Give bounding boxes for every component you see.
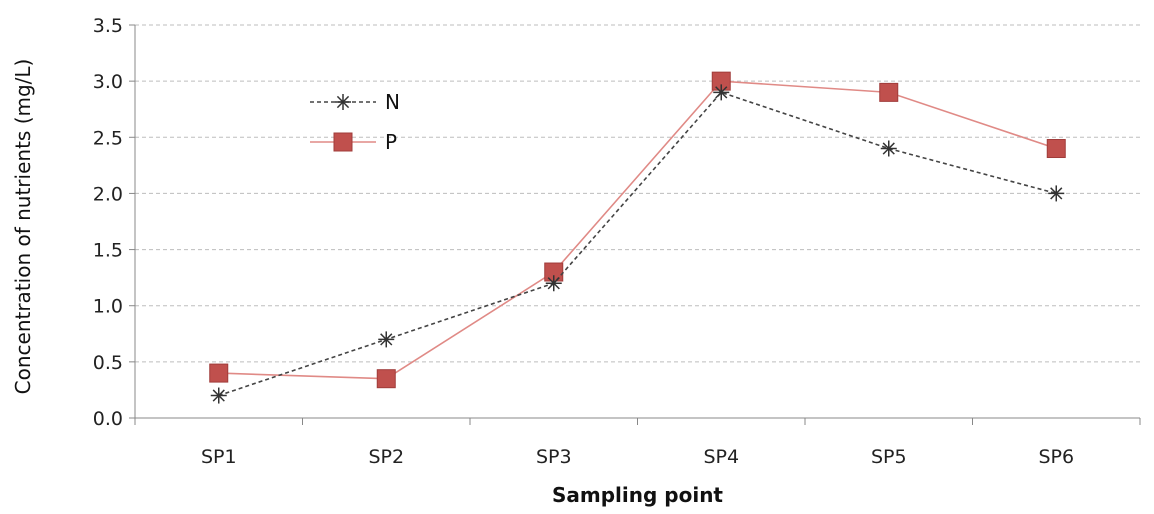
series-p-line [218,80,1057,380]
legend-n-marker [335,94,351,110]
series-n-point [378,331,395,348]
x-axis-title: Sampling point [552,483,723,507]
x-tick-label: SP2 [368,446,404,468]
y-tick-label: 1.5 [93,240,123,262]
series-p-point [879,82,899,102]
series-n-point [210,387,227,404]
series-n-line [218,91,1057,397]
y-tick-label: 3.0 [93,71,123,93]
y-tick-label: 2.0 [93,183,123,205]
legend-p-marker [333,132,353,152]
series [209,71,1066,404]
gridlines [135,24,1140,363]
series-p-point [1046,139,1066,159]
y-tick-label: 2.5 [93,127,123,149]
legend-n-label: N [385,90,400,114]
x-tick-label: SP5 [871,446,907,468]
x-tick-label: SP6 [1038,446,1074,468]
series-p-point [376,369,396,389]
y-tick-label: 0.0 [93,408,123,430]
y-axis-title: Concentration of nutrients (mg/L) [11,59,35,395]
y-tick-label: 1.0 [93,296,123,318]
y-tick-label: 0.5 [93,352,123,374]
series-p-point [209,363,229,383]
y-tick-label: 3.5 [93,15,123,37]
series-n-point [545,275,562,292]
legend: NP [310,90,400,154]
x-tick-label: SP3 [536,446,572,468]
series-n-point [713,84,730,101]
axes: 0.0 0.5 1.0 1.5 2.0 2.5 3.0 3.5 SP1 SP2 SP3 SP4 SP5 S… [93,15,1141,468]
x-tick-label: SP4 [703,446,739,468]
legend-p-label: P [385,130,397,154]
x-tick-label: SP1 [201,446,237,468]
series-n-point [880,140,897,157]
series-n-point [1048,185,1065,202]
